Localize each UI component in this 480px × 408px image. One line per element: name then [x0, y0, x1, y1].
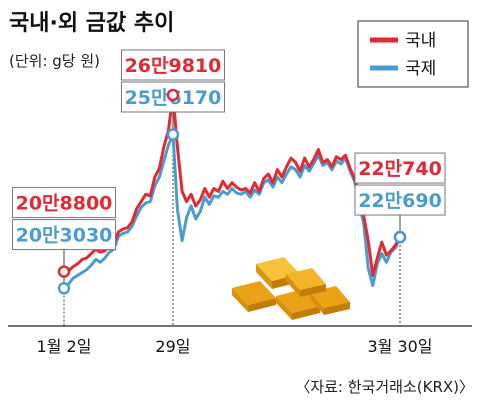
source-label: 〈자료: 한국거래소(KRX)〉 — [295, 378, 474, 396]
legend: 국내 국제 — [357, 20, 469, 88]
series-lines — [62, 93, 402, 290]
gold-bars-illustration — [232, 257, 350, 320]
point-markers — [57, 88, 407, 295]
callout-box — [12, 219, 116, 251]
legend-label-international: 국제 — [405, 59, 436, 79]
point-marker — [166, 128, 180, 141]
x-tick-label: 29일 — [155, 337, 190, 356]
callout-label: 26만9810 — [125, 55, 222, 77]
point-marker — [57, 265, 71, 278]
callout-box — [354, 152, 446, 184]
callout-label: 22만690 — [358, 190, 442, 212]
callout-labels: 20만880020만303026만981025만617022만74022만690 — [12, 49, 446, 284]
callout-label: 20만3030 — [16, 225, 113, 247]
x-tick-labels: 1월 2일 29일 3월 30일 — [37, 337, 433, 356]
callout-box — [12, 187, 116, 219]
series-line-domestic — [62, 93, 402, 277]
legend-box — [357, 20, 469, 88]
point-marker — [393, 230, 407, 244]
x-tick-label: 1월 2일 — [37, 337, 92, 356]
series-line-international — [62, 133, 402, 290]
legend-label-domestic: 국내 — [405, 31, 436, 51]
callout-label: 20만8800 — [16, 193, 113, 215]
chart-title: 국내·외 금값 추이 — [9, 11, 174, 36]
callout-box — [354, 184, 446, 216]
callout-box — [120, 49, 225, 81]
point-marker — [166, 88, 180, 102]
x-tick-label: 3월 30일 — [367, 337, 432, 356]
point-marker — [57, 282, 71, 295]
unit-label: (단위: g당 원) — [9, 52, 100, 70]
callout-label: 22만740 — [358, 158, 442, 180]
